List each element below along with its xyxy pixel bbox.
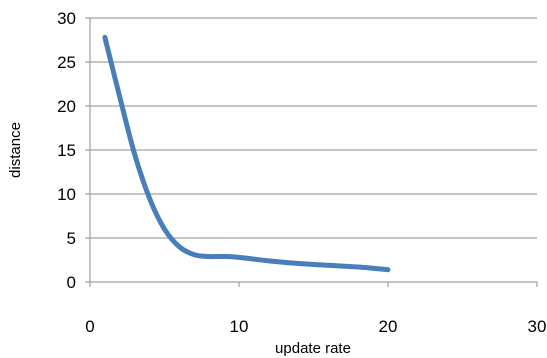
- x-tick-label: 10: [230, 317, 249, 336]
- y-tick-label: 30: [57, 9, 76, 28]
- label-layer: 0 5 10 15 20 25 30 0 10 20 30: [57, 9, 546, 336]
- x-tick-label: 20: [379, 317, 398, 336]
- y-tick-label: 15: [57, 141, 76, 160]
- grid-layer: [90, 17, 537, 239]
- series-line: [102, 34, 391, 273]
- x-tick-label: 30: [528, 317, 547, 336]
- series-layer: [102, 34, 391, 273]
- y-tick-label: 10: [57, 185, 76, 204]
- y-tick-label: 20: [57, 97, 76, 116]
- y-tick-label: 0: [67, 273, 76, 292]
- y-tick-label: 25: [57, 53, 76, 72]
- axis-layer: [85, 17, 538, 287]
- x-tick-label: 0: [85, 317, 94, 336]
- x-axis-title: update rate: [275, 340, 351, 357]
- y-axis-title: distance: [7, 122, 24, 178]
- y-tick-label: 5: [67, 229, 76, 248]
